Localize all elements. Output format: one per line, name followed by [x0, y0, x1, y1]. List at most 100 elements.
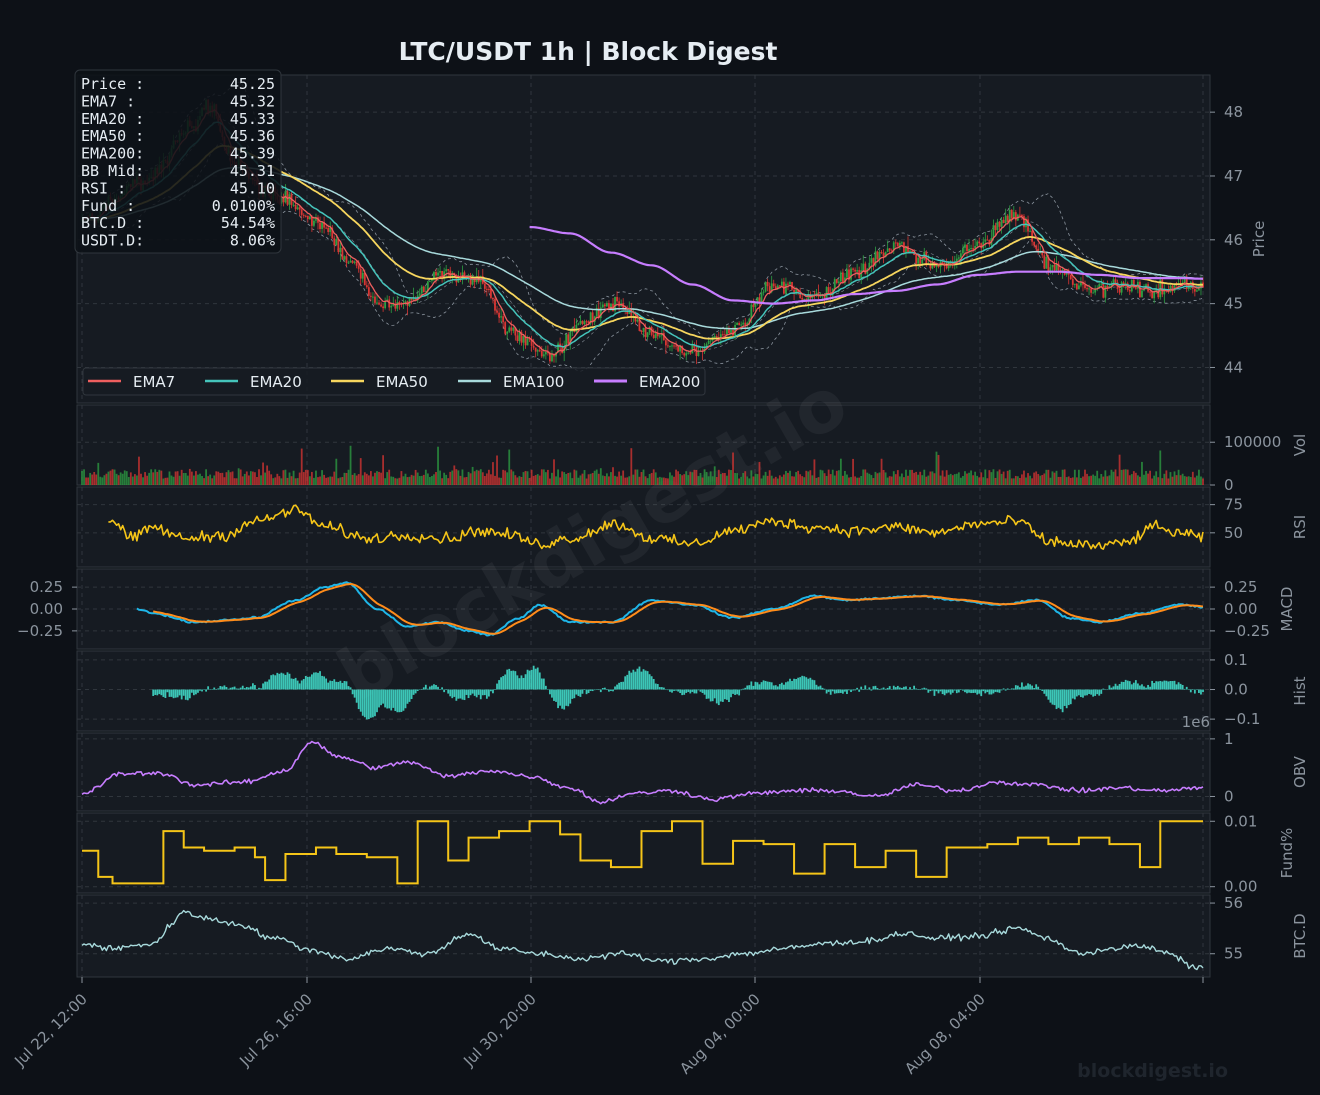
volume-bar: [1002, 471, 1005, 485]
hist-bar: [168, 689, 171, 697]
volume-bar: [1187, 476, 1190, 485]
volume-bar: [911, 469, 913, 485]
hist-bar: [992, 689, 995, 694]
hist-bar: [268, 679, 271, 690]
hist-bar: [1108, 685, 1111, 690]
hist-bar: [359, 689, 362, 712]
volume-bar: [1157, 477, 1160, 485]
hist-bar: [953, 689, 956, 691]
volume-bar: [754, 473, 757, 485]
candle-body: [1094, 289, 1097, 293]
volume-bar: [89, 472, 92, 485]
volume-bar: [1086, 473, 1088, 485]
volume-bar: [721, 472, 724, 485]
hist-bar: [211, 689, 214, 690]
candle-body: [1104, 285, 1107, 298]
volume-bar: [129, 472, 132, 485]
candle-body: [510, 327, 513, 331]
hist-bar: [911, 689, 913, 691]
volume-bar: [197, 474, 199, 485]
candle-body: [693, 345, 696, 348]
hist-bar: [394, 689, 397, 711]
info-label: BB Mid:: [81, 162, 144, 180]
volume-bar: [1189, 477, 1192, 485]
volume-bar: [898, 476, 901, 485]
volume-bar: [1055, 470, 1058, 485]
volume-bar: [864, 469, 867, 485]
hist-bar: [962, 689, 964, 691]
volume-bar: [675, 469, 677, 485]
hist-bar: [449, 689, 452, 697]
volume-bar: [654, 472, 657, 485]
volume-bar: [1145, 470, 1147, 485]
hist-bar: [475, 689, 478, 698]
hist-bar: [1126, 680, 1129, 690]
volume-bar: [1114, 469, 1117, 485]
candle-body: [827, 287, 830, 292]
volume-bar: [1128, 475, 1131, 485]
hist-bar: [778, 684, 781, 690]
volume-bar: [813, 459, 816, 485]
volume-bar: [308, 476, 311, 485]
hist-bar: [1045, 689, 1048, 697]
hist-bar: [414, 689, 417, 694]
candle-body: [856, 270, 859, 272]
hist-bar: [795, 678, 798, 690]
hist-bar: [1069, 689, 1072, 705]
volume-bar: [85, 477, 87, 485]
volume-bar: [1006, 470, 1009, 485]
volume-bar: [699, 472, 702, 485]
hist-bar: [264, 681, 267, 690]
volume-bar: [844, 470, 846, 485]
hist-bar: [190, 689, 193, 693]
volume-bar: [111, 469, 114, 485]
candle-body: [1173, 284, 1176, 292]
volume-bar: [1059, 476, 1062, 485]
hist-bar: [758, 684, 761, 690]
candle-body: [447, 269, 450, 271]
hist-bar: [288, 673, 291, 690]
hist-bar: [251, 683, 254, 690]
volume-bar: [799, 474, 802, 485]
candle-body: [634, 316, 637, 322]
candle-body: [428, 280, 431, 282]
volume-bar: [168, 471, 171, 485]
volume-bar: [774, 476, 777, 485]
candle-body: [565, 334, 568, 347]
volume-bar: [905, 469, 907, 485]
candle-body: [968, 248, 970, 252]
hist-bar: [673, 689, 675, 691]
volume-bar: [546, 469, 549, 485]
volume-bar: [310, 471, 313, 485]
hist-bar: [951, 689, 954, 693]
hist-bar: [1155, 681, 1158, 690]
hist-bar: [837, 689, 840, 694]
hist-bar: [490, 689, 492, 692]
volume-bar: [264, 472, 267, 485]
candle-body: [878, 252, 881, 260]
hist-bar: [1051, 689, 1054, 705]
volume-bar: [860, 475, 863, 485]
candle-body: [522, 336, 525, 343]
candle-body: [321, 221, 323, 229]
candle-body: [837, 281, 840, 283]
hist-bar: [156, 689, 159, 696]
candle-body: [691, 345, 694, 354]
hist-bar: [870, 689, 873, 691]
hist-bar: [286, 672, 289, 690]
hist-bar: [687, 689, 690, 692]
volume-bar: [886, 477, 889, 485]
volume-bar: [797, 470, 800, 485]
volume-bar: [841, 475, 844, 485]
hist-bar: [575, 689, 578, 695]
hist-bar: [646, 671, 649, 690]
volume-bar: [764, 471, 767, 485]
candle-body: [595, 308, 598, 317]
volume-bar: [463, 477, 466, 485]
volume-bar: [1029, 475, 1031, 485]
candle-body: [1000, 219, 1003, 227]
candle-body: [487, 288, 490, 290]
hist-bar: [1027, 683, 1029, 690]
volume-bar: [361, 475, 364, 485]
hist-bar: [431, 685, 433, 690]
